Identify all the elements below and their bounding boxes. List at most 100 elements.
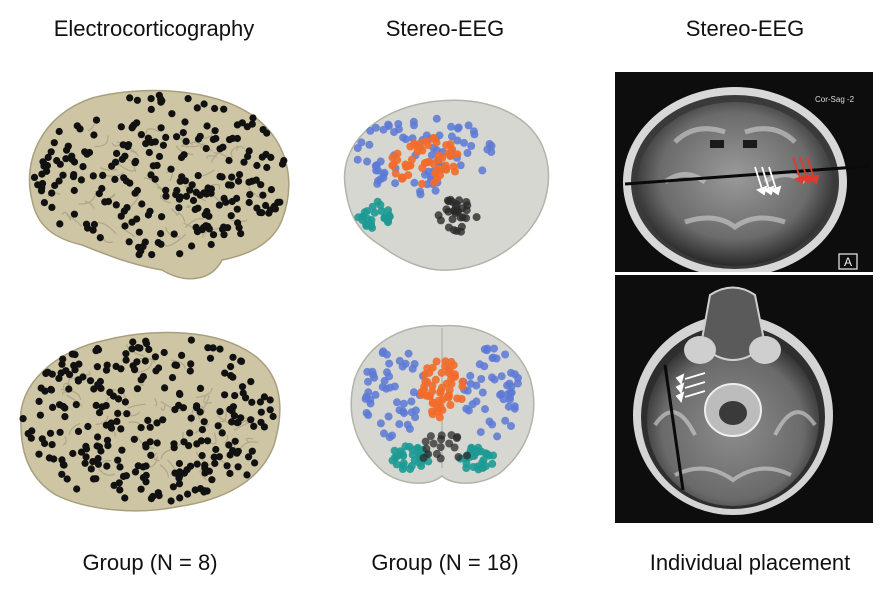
electrode-dot bbox=[157, 230, 165, 238]
electrode-dot bbox=[176, 250, 184, 258]
electrode-dot bbox=[37, 187, 46, 195]
seeg-glass-brain-lateral bbox=[330, 90, 560, 275]
sEEG-contact-teal bbox=[376, 201, 385, 209]
sulcus-line bbox=[145, 128, 160, 135]
electrode-dot bbox=[104, 442, 112, 450]
column-title-ecog: Electrocorticography bbox=[53, 16, 255, 41]
sulcus-line bbox=[154, 397, 158, 407]
sEEG-contact-blue bbox=[427, 151, 436, 160]
electrode-dot bbox=[42, 369, 50, 378]
sEEG-contact-blue bbox=[357, 138, 366, 147]
sulcus-line bbox=[119, 411, 141, 417]
electrode-dot bbox=[95, 409, 104, 417]
electrode-dot bbox=[191, 205, 199, 214]
electrode-dot bbox=[189, 196, 198, 205]
electrode-dot bbox=[139, 373, 147, 381]
electrode-dot bbox=[170, 440, 178, 448]
mri-slice-label: Cor-Sag -2 bbox=[815, 95, 855, 104]
sEEG-contact-blue bbox=[379, 125, 388, 134]
electrode-dot bbox=[259, 191, 267, 199]
electrode-dot bbox=[79, 163, 87, 171]
sEEG-contact-blue bbox=[505, 379, 514, 388]
electrode-dot bbox=[245, 198, 253, 207]
sulcus-line bbox=[137, 359, 153, 374]
electrode-dot bbox=[59, 402, 67, 411]
electrode-dot bbox=[61, 413, 69, 421]
electrode-dot bbox=[110, 481, 118, 489]
electrode-dot bbox=[262, 201, 270, 210]
electrode-dot bbox=[142, 471, 150, 479]
electrode-dot bbox=[186, 462, 195, 470]
electrode-dot bbox=[221, 391, 229, 399]
electrode-dot bbox=[55, 177, 63, 185]
electrode-dot bbox=[89, 226, 97, 234]
electrode-dot bbox=[106, 388, 114, 396]
electrode-dot bbox=[155, 492, 163, 500]
sulcus-line bbox=[230, 219, 248, 222]
sEEG-contact-blue bbox=[411, 406, 420, 415]
seeg-glass-brain-coronal bbox=[340, 318, 545, 488]
contact-dots bbox=[353, 114, 496, 236]
electrode-dot bbox=[149, 492, 157, 501]
electrode-dot bbox=[147, 105, 155, 113]
sEEG-contact-teal bbox=[390, 446, 399, 455]
electrode-dot bbox=[237, 414, 245, 422]
sEEG-contact-dark bbox=[426, 432, 435, 441]
electrode-dot bbox=[209, 344, 217, 352]
electrode-dot bbox=[87, 465, 95, 473]
sulcus-line bbox=[61, 211, 72, 221]
sEEG-contact-teal bbox=[399, 452, 408, 460]
sEEG-contact-teal bbox=[469, 463, 478, 471]
electrode-dot bbox=[210, 453, 218, 461]
electrode-dot bbox=[122, 356, 130, 364]
sulcus-line bbox=[123, 228, 135, 237]
sulcus-line bbox=[67, 377, 77, 387]
electrode-dot bbox=[216, 345, 224, 353]
sEEG-contact-teal bbox=[363, 207, 372, 216]
sEEG-contact-orange bbox=[398, 174, 407, 183]
sEEG-contact-blue bbox=[466, 371, 475, 380]
electrode-dot bbox=[186, 367, 194, 375]
sulcus-line bbox=[130, 150, 137, 153]
electrode-dot bbox=[201, 461, 209, 469]
electrode-dot bbox=[242, 394, 250, 402]
sEEG-contact-orange bbox=[423, 378, 432, 386]
electrode-dot bbox=[157, 98, 165, 106]
sEEG-contact-blue bbox=[493, 432, 502, 441]
sEEG-contact-blue bbox=[478, 388, 487, 397]
electrode-dot bbox=[170, 230, 178, 238]
electrode-dot bbox=[245, 147, 253, 155]
sEEG-contact-blue bbox=[394, 120, 403, 128]
electrode-dot bbox=[214, 422, 222, 430]
electrode-dot bbox=[126, 94, 134, 102]
electrode-dot bbox=[50, 139, 58, 147]
sEEG-contact-blue bbox=[483, 344, 492, 353]
sEEG-contact-blue bbox=[380, 429, 388, 438]
electrode-dot bbox=[258, 153, 266, 161]
electrode-dot bbox=[173, 133, 181, 141]
electrode-dot bbox=[89, 172, 97, 180]
electrode-dot bbox=[94, 454, 102, 463]
electrode-dot bbox=[193, 402, 201, 410]
sEEG-contact-dark bbox=[429, 439, 438, 448]
electrode-dot bbox=[137, 485, 145, 493]
electrode-dot bbox=[70, 171, 78, 179]
electrode-dot bbox=[176, 468, 184, 476]
electrode-dot bbox=[216, 408, 224, 416]
electrode-dot bbox=[226, 469, 234, 478]
electrode-dot bbox=[227, 363, 235, 371]
sEEG-contact-orange bbox=[451, 372, 459, 381]
sEEG-contact-orange bbox=[404, 161, 413, 170]
electrode-dot bbox=[72, 401, 80, 409]
electrode-dot bbox=[120, 174, 128, 182]
sEEG-contact-blue bbox=[490, 344, 498, 353]
sEEG-contact-orange bbox=[436, 402, 445, 411]
sulcus-line bbox=[63, 382, 71, 389]
electrode-dot bbox=[198, 452, 206, 460]
electrode-dot bbox=[260, 423, 268, 431]
red-arrows bbox=[792, 156, 820, 185]
electrode-dot bbox=[84, 422, 92, 431]
sEEG-contact-blue bbox=[380, 376, 389, 385]
electrode-dot bbox=[68, 350, 76, 358]
sulcus-line bbox=[245, 437, 254, 444]
